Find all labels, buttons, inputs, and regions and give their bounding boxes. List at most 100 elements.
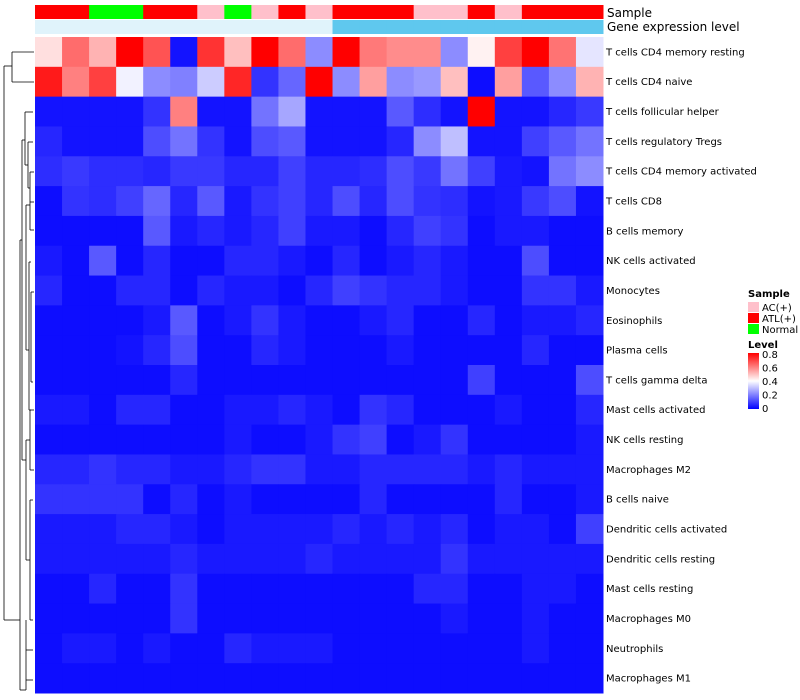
heatmap-cell xyxy=(62,37,90,68)
heatmap-cell xyxy=(440,394,469,426)
gene-expression-annotation-cell xyxy=(278,20,306,34)
heatmap-cell xyxy=(278,126,306,157)
heatmap-cell xyxy=(89,96,117,127)
heatmap-cell xyxy=(440,186,469,217)
sample-annotation-cell xyxy=(548,5,577,19)
heatmap-cell xyxy=(197,275,225,306)
heatmap-cell xyxy=(494,424,523,455)
level-legend-title: Level xyxy=(748,340,778,351)
heatmap-cell xyxy=(332,394,361,426)
heatmap-cell xyxy=(521,365,550,396)
heatmap-cell xyxy=(197,573,225,605)
sample-legend: Sample AC(+)ATL(+)Normal xyxy=(748,289,798,336)
heatmap-cell xyxy=(386,305,415,336)
heatmap-cell xyxy=(62,633,90,664)
level-legend-colorbar xyxy=(748,353,759,409)
heatmap-cell xyxy=(116,186,144,217)
heatmap-cell xyxy=(575,305,604,336)
heatmap-cell xyxy=(467,484,496,515)
heatmap-cell xyxy=(575,603,604,634)
heatmap-cell xyxy=(305,96,334,127)
gene-expression-annotation-cell xyxy=(440,20,469,34)
heatmap-cell xyxy=(494,454,523,485)
heatmap-cell xyxy=(332,663,361,694)
heatmap-cell xyxy=(359,96,388,127)
heatmap-cell xyxy=(386,96,415,127)
heatmap-cell xyxy=(143,186,171,217)
heatmap-cell xyxy=(224,424,252,455)
heatmap-cell xyxy=(278,215,306,247)
heatmap-cell xyxy=(332,424,361,455)
heatmap-cell xyxy=(251,454,279,485)
row-label: Mast cells activated xyxy=(606,405,705,416)
sample-annotation-cell xyxy=(332,5,361,19)
heatmap-cell xyxy=(143,66,171,98)
heatmap-cell xyxy=(278,186,306,217)
heatmap-cell xyxy=(440,424,469,455)
heatmap-cell xyxy=(251,275,279,306)
heatmap-cell xyxy=(116,394,144,426)
heatmap-cell xyxy=(143,573,171,605)
heatmap-cell xyxy=(35,37,63,68)
heatmap-cell xyxy=(521,66,550,98)
heatmap-cell xyxy=(548,66,577,98)
sample-annotation-bar xyxy=(35,5,604,19)
gene-expression-annotation-cell xyxy=(224,20,252,34)
sample-annotation-cell xyxy=(35,5,63,19)
heatmap-cell xyxy=(575,394,604,426)
heatmap-cell xyxy=(548,305,577,336)
heatmap-cell xyxy=(224,156,252,187)
row-label: Monocytes xyxy=(606,286,660,297)
heatmap-cell xyxy=(305,245,334,277)
heatmap-cell xyxy=(413,156,442,187)
heatmap-cell xyxy=(89,275,117,306)
sample-annotation-cell xyxy=(494,5,523,19)
sample-annotation-cell xyxy=(521,5,550,19)
row-dendrogram xyxy=(3,51,34,691)
row-label: NK cells activated xyxy=(606,256,696,267)
heatmap-cell xyxy=(35,365,63,396)
heatmap-cell xyxy=(305,484,334,515)
heatmap-cell xyxy=(143,305,171,336)
heatmap-cell xyxy=(224,603,252,634)
heatmap-cell xyxy=(575,245,604,277)
heatmap-cell xyxy=(170,514,198,545)
heatmap-cell xyxy=(197,484,225,515)
heatmap-cell xyxy=(521,484,550,515)
sample-annotation-cell xyxy=(116,5,144,19)
level-legend: Level 0.8 0.6 0.4 0.2 0 xyxy=(748,340,778,415)
heatmap-cell xyxy=(305,365,334,396)
heatmap-cell xyxy=(440,96,469,127)
heatmap-cell xyxy=(170,215,198,247)
heatmap-cell xyxy=(467,275,496,306)
heatmap-cell xyxy=(575,633,604,664)
heatmap-cell xyxy=(89,484,117,515)
heatmap-cell xyxy=(413,335,442,366)
heatmap-cell xyxy=(575,215,604,247)
heatmap-cell xyxy=(197,245,225,277)
row-label: B cells memory xyxy=(606,226,683,237)
heatmap-cell xyxy=(440,514,469,545)
gene-expression-annotation-cell xyxy=(359,20,388,34)
heatmap-cell xyxy=(116,454,144,485)
heatmap-cell xyxy=(251,543,279,575)
heatmap-cell xyxy=(494,186,523,217)
sample-annotation-cell xyxy=(440,5,469,19)
heatmap-cell xyxy=(278,305,306,336)
heatmap-cell xyxy=(278,37,306,68)
heatmap-cell xyxy=(224,66,252,98)
heatmap-cell xyxy=(116,245,144,277)
heatmap-cell xyxy=(494,573,523,605)
heatmap-cell xyxy=(413,484,442,515)
heatmap-cell xyxy=(548,514,577,545)
heatmap-cell xyxy=(521,424,550,455)
heatmap-cell xyxy=(89,573,117,605)
heatmap-cell xyxy=(35,186,63,217)
heatmap-cell xyxy=(521,305,550,336)
heatmap-cell xyxy=(386,543,415,575)
heatmap-cell xyxy=(467,215,496,247)
heatmap-cell xyxy=(224,573,252,605)
heatmap-cell xyxy=(359,186,388,217)
heatmap-cell xyxy=(224,275,252,306)
heatmap-cell xyxy=(413,245,442,277)
